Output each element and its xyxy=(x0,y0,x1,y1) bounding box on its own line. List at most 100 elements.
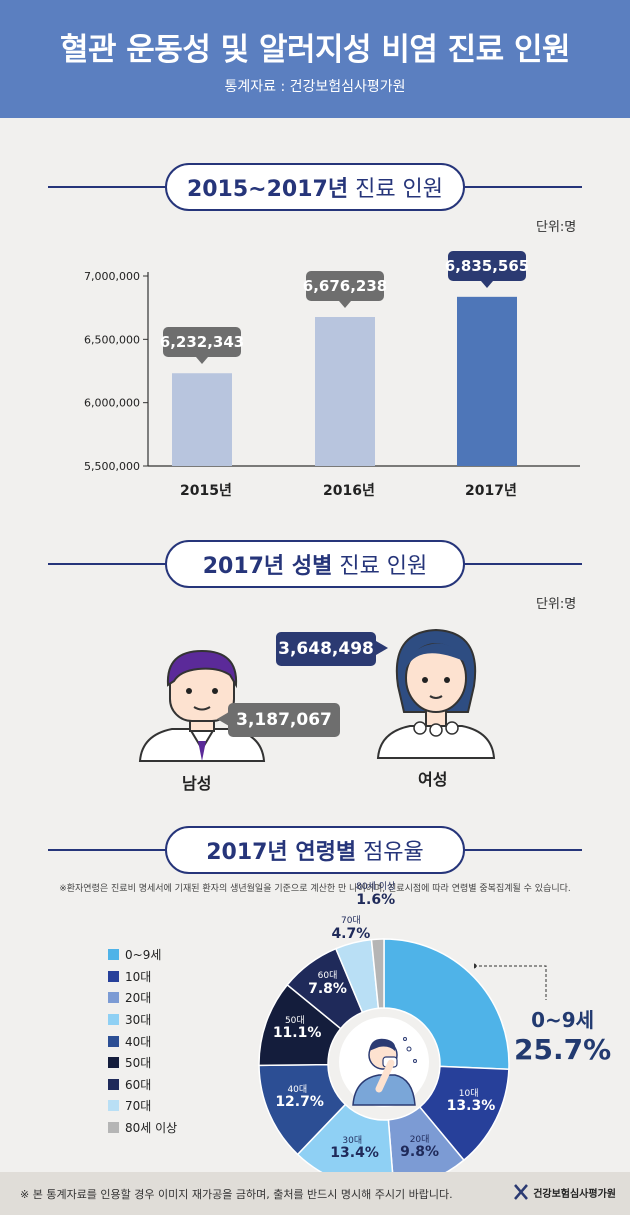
legend-item: 20대 xyxy=(108,987,177,1009)
male-label: 남성 xyxy=(182,774,212,793)
footer-logo: 건강보험심사평가원 xyxy=(513,1184,616,1200)
bar xyxy=(457,296,517,466)
section-line-right xyxy=(462,849,582,851)
legend-item: 0~9세 xyxy=(108,944,177,966)
section-pill: 2017년 성별 진료 인원 xyxy=(165,540,465,588)
legend-label: 40대 xyxy=(125,1034,152,1049)
age-note: ※환자연령은 진료비 명세서에 기재된 환자의 생년월일을 기준으로 계산한 만… xyxy=(59,884,571,894)
section-title-gender: 2017년 성별 진료 인원 xyxy=(0,540,630,588)
legend-swatch xyxy=(108,992,119,1004)
hira-logo-icon xyxy=(514,1184,529,1200)
pie-slice-pct: 7.8% xyxy=(308,980,347,997)
legend-swatch xyxy=(108,1057,119,1069)
pie-slice xyxy=(370,938,385,1010)
legend-label: 60대 xyxy=(125,1077,152,1092)
female-label: 여성 xyxy=(418,770,448,789)
section-pill: 2017년 연령별 점유율 xyxy=(165,826,465,874)
leader-line xyxy=(474,963,547,1000)
callout-tail xyxy=(481,280,493,288)
bar-chart: 7,000,000 6,500,000 6,000,000 5,500,000 xyxy=(84,270,580,473)
bar xyxy=(315,317,375,466)
sneezing-person-icon xyxy=(339,1017,429,1107)
pie-slice-label: 50대 11.1% xyxy=(272,1015,322,1042)
y-tick-label: 6,500,000 xyxy=(84,333,140,346)
pie-slice-pct: 11.1% xyxy=(272,1025,322,1042)
section-title-normal: 진료 인원 xyxy=(355,177,444,202)
pie-legend: 0~9세 10대 20대 30대 40대 50대 60대 70대 80세 이상 xyxy=(108,944,177,1138)
section-line-left xyxy=(48,186,168,188)
section-title-normal: 진료 인원 xyxy=(339,554,428,579)
section-line-right xyxy=(462,186,582,188)
legend-item: 30대 xyxy=(108,1009,177,1031)
y-tick-label: 5,500,000 xyxy=(84,460,140,473)
pie-slice xyxy=(383,938,510,1071)
legend-item: 40대 xyxy=(108,1030,177,1052)
pie-slice-pct: 12.7% xyxy=(275,1094,324,1111)
header-banner: 혈관 운동성 및 알러지성 비염 진료 인원 통계자료 : 건강보험심사평가원 xyxy=(0,0,630,118)
section-title-normal: 점유율 xyxy=(363,840,424,865)
section-line-left xyxy=(48,563,168,565)
pie-slice-pct: 13.3% xyxy=(446,1098,496,1115)
section-line-right xyxy=(462,563,582,565)
legend-label: 30대 xyxy=(125,1013,152,1028)
legend-item: 70대 xyxy=(108,1095,177,1117)
pie-slice-age: 40대 xyxy=(287,1084,308,1095)
section-title-bold: 2015~2017년 xyxy=(186,177,349,202)
callout-tail xyxy=(196,357,208,365)
pie-slice-age: 60대 xyxy=(317,971,338,982)
male-value: 3,187,067 xyxy=(236,710,332,730)
y-tick-label: 7,000,000 xyxy=(84,270,140,283)
pie-slice-pct: 9.8% xyxy=(400,1143,439,1160)
legend-swatch xyxy=(108,1122,119,1134)
section-title-age: 2017년 연령별 점유율 xyxy=(0,826,630,874)
bar xyxy=(172,373,232,466)
unit-label-bar: 단위:명 xyxy=(536,220,577,235)
x-tick-label: 2017년 xyxy=(465,483,517,499)
donut-chart xyxy=(258,938,510,1190)
pie-slice-label: 70대 4.7% xyxy=(329,916,373,941)
page-title: 혈관 운동성 및 알러지성 비염 진료 인원 xyxy=(59,32,571,68)
legend-label: 10대 xyxy=(125,969,152,984)
source-text: 통계자료 : 건강보험심사평가원 xyxy=(224,79,406,95)
bar-value-callout: 6,835,565 xyxy=(445,250,529,281)
footer: ※ 본 통계자료를 인용할 경우 이미지 재가공을 금하며, 출처를 반드시 명… xyxy=(0,1172,630,1215)
pie-slice-age: 50대 xyxy=(284,1015,305,1026)
bar-value-callout: 6,676,238 xyxy=(303,271,387,301)
footer-logo-text: 건강보험심사평가원 xyxy=(533,1188,616,1200)
male-value-callout: 3,187,067 xyxy=(228,703,340,737)
pie-slice-pct: 1.6% xyxy=(356,891,396,908)
callout-tail xyxy=(339,301,351,308)
pie-slice-age: 20대 xyxy=(409,1134,430,1145)
legend-item: 10대 xyxy=(108,966,177,988)
highlight-age: 0~9세 xyxy=(531,1008,595,1032)
male-callout-tail xyxy=(217,712,229,726)
legend-label: 20대 xyxy=(125,991,152,1006)
legend-label: 50대 xyxy=(125,1056,152,1071)
pie-slice-label: 60대 7.8% xyxy=(306,971,350,997)
pie-slice-age: 80세 이상 xyxy=(356,882,396,893)
legend-swatch xyxy=(108,970,119,982)
pie-highlight-label: 0~9세 25.7% xyxy=(514,1004,611,1066)
bar-value-callout: 6,232,343 xyxy=(160,327,244,358)
legend-swatch xyxy=(108,1100,119,1112)
female-value-callout: 3,648,498 xyxy=(276,632,376,666)
y-tick-label: 6,000,000 xyxy=(84,397,140,410)
legend-label: 80세 이상 xyxy=(125,1121,178,1136)
legend-label: 70대 xyxy=(125,1099,152,1114)
pie-slice-pct: 13.4% xyxy=(330,1145,379,1162)
pie-slice-label: 20대 9.8% xyxy=(398,1134,442,1160)
footer-text: ※ 본 통계자료를 인용할 경우 이미지 재가공을 금하며, 출처를 반드시 명… xyxy=(20,1188,453,1201)
pie-slice-label: 30대 13.4% xyxy=(330,1136,379,1162)
unit-label-gender: 단위:명 xyxy=(536,597,577,612)
female-value: 3,648,498 xyxy=(278,639,374,659)
legend-swatch xyxy=(108,949,119,961)
legend-swatch xyxy=(108,1014,119,1026)
legend-swatch xyxy=(108,1035,119,1047)
highlight-pct: 25.7% xyxy=(514,1033,612,1066)
female-avatar-icon xyxy=(376,628,496,759)
section-line-left xyxy=(48,849,168,851)
legend-item: 60대 xyxy=(108,1074,177,1096)
pie-slice-age: 30대 xyxy=(342,1136,363,1147)
legend-swatch xyxy=(108,1078,119,1090)
section-title-bar: 2015~2017년 진료 인원 xyxy=(0,163,630,211)
